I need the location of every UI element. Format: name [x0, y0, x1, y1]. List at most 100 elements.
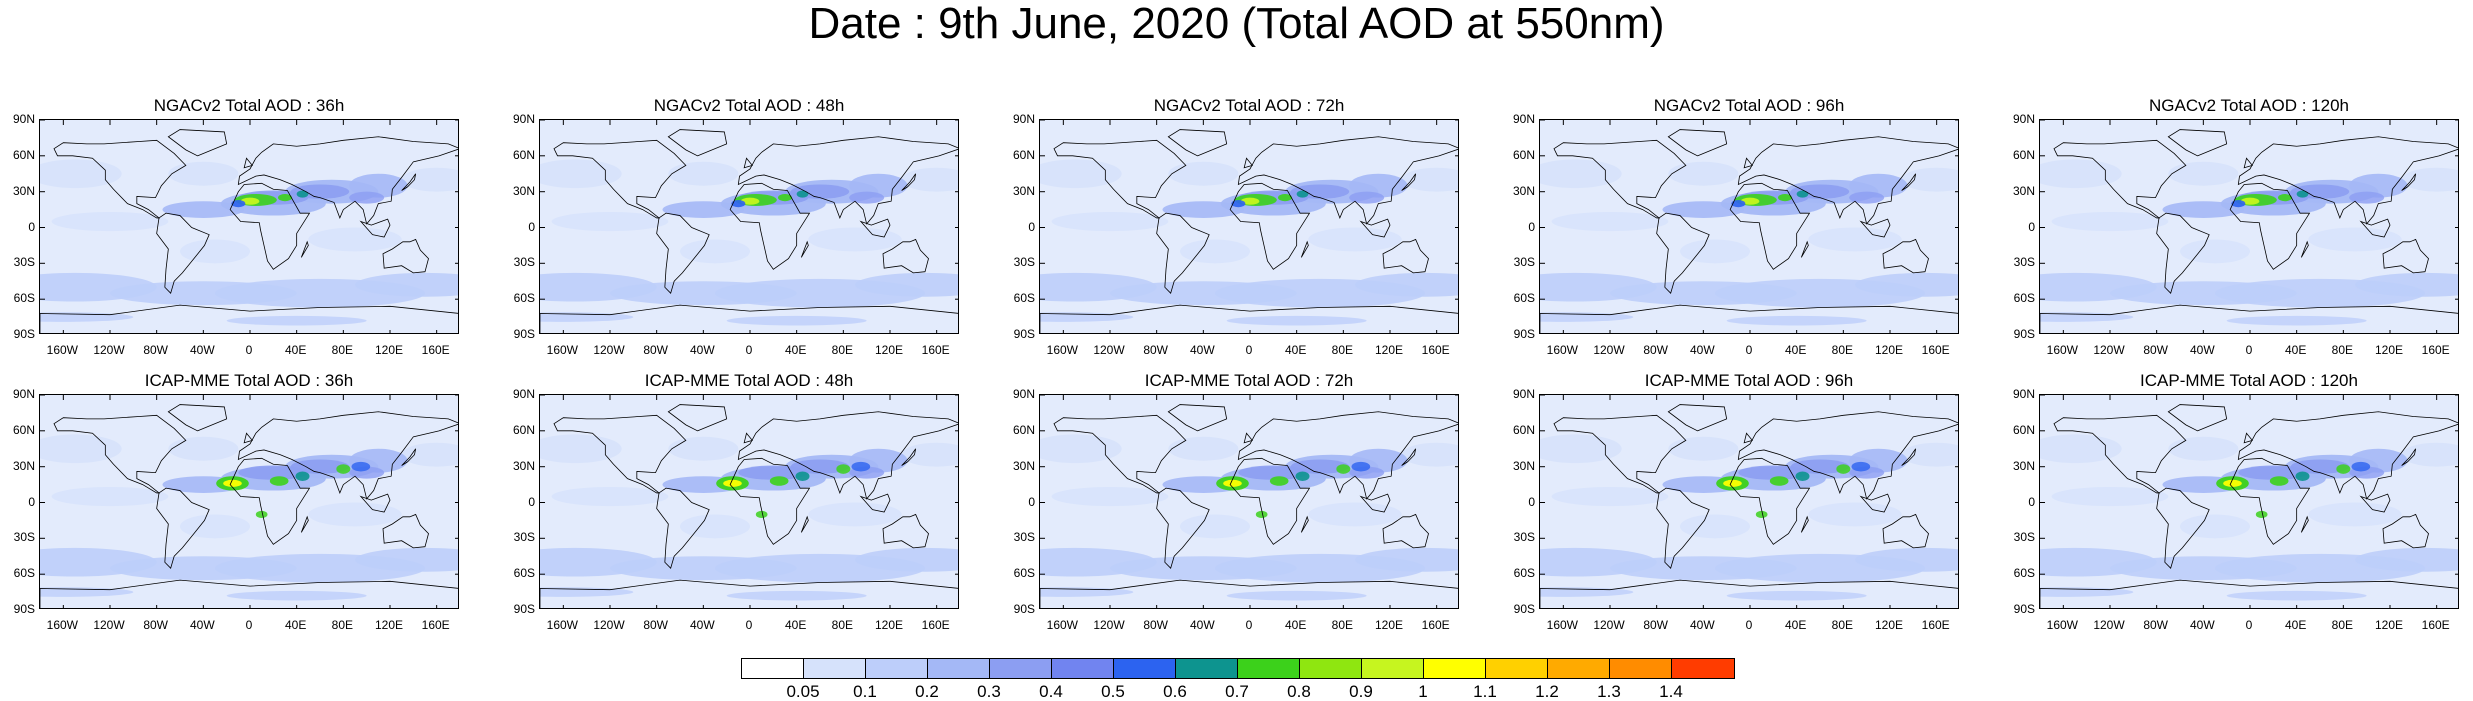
aod-field-patch — [168, 161, 239, 186]
lat-tick-label: 60N — [12, 422, 35, 437]
lon-tick-label: 80E — [331, 618, 354, 632]
lon-tick-label: 40E — [284, 343, 307, 357]
aod-field-patch — [180, 239, 250, 264]
coastline — [359, 493, 391, 513]
aod-field-patch — [755, 510, 768, 519]
coastline — [743, 157, 754, 169]
lat-tick-label: 60N — [1512, 422, 1535, 437]
lat-tick-label: 0 — [528, 219, 535, 234]
lon-tick-label: 40W — [1689, 343, 1715, 357]
coastline — [656, 212, 710, 294]
aod-field-patch — [336, 464, 351, 474]
lon-tick-label: 80W — [643, 618, 668, 632]
coastline — [1656, 212, 1710, 294]
aod-field-patch — [238, 465, 309, 480]
colorbar-label: 0.9 — [1349, 682, 1373, 701]
lon-tick-label: 120E — [874, 343, 904, 357]
coastline — [2382, 513, 2429, 549]
lon-tick-label: 160W — [2046, 618, 2079, 632]
coastline — [859, 493, 891, 513]
lon-tick-label: 40W — [2189, 343, 2215, 357]
lat-tick-label: 90N — [2012, 112, 2035, 126]
coastline — [1382, 238, 1429, 274]
lat-tick-label: 60N — [2012, 147, 2035, 162]
coastline — [1167, 404, 1228, 432]
aod-field-patch — [308, 502, 402, 527]
lon-tick-label: 160E — [921, 618, 950, 632]
aod-field-patch — [1336, 464, 1351, 474]
lon-tick-label: 80E — [1331, 618, 1354, 632]
lon-tick-label: 0 — [745, 343, 753, 357]
colorbar-label: 0.8 — [1287, 682, 1311, 701]
aod-field-patch — [1795, 471, 1810, 481]
aod-field-patch — [2295, 471, 2310, 481]
aod-field-patch — [1755, 510, 1768, 519]
coastline — [401, 173, 417, 191]
map-frame — [539, 394, 959, 609]
aod-field-patch — [2051, 486, 2169, 507]
aod-field-patch — [1269, 476, 1289, 486]
lat-tick-label: 90N — [1012, 387, 1035, 401]
coastline — [2359, 218, 2391, 238]
coastline — [1667, 404, 1728, 432]
colorbar-swatch — [804, 659, 866, 678]
coastline — [1382, 513, 1429, 549]
lat-tick-label: 60N — [1512, 147, 1535, 162]
map-frame — [1539, 394, 1959, 609]
aod-field-patch — [231, 200, 246, 208]
lon-tick-label: 160E — [921, 343, 950, 357]
aod-field-patch — [2349, 191, 2385, 204]
aod-field-patch — [255, 510, 268, 519]
lon-tick-label: 160W — [1546, 618, 1579, 632]
lon-tick-label: 0 — [745, 618, 753, 632]
aod-field-patch — [1668, 436, 1739, 461]
lon-tick-label: 160E — [1421, 343, 1450, 357]
lon-tick-label: 120W — [1093, 343, 1125, 357]
colorbar-label: 1 — [1418, 682, 1428, 701]
map-frame — [539, 119, 959, 334]
lon-tick-label: 0 — [1245, 343, 1253, 357]
figure-title: Date : 9th June, 2020 (Total AOD at 550n… — [808, 0, 1665, 48]
coastline — [167, 129, 228, 157]
coastline — [2167, 404, 2228, 432]
lon-tick-label: 160E — [421, 343, 450, 357]
coastline — [1667, 129, 1728, 157]
aod-field-patch — [51, 486, 169, 507]
coastline — [901, 448, 917, 466]
colorbar-label: 0.05 — [786, 682, 820, 701]
aod-field-patch — [295, 471, 310, 481]
coastline — [1359, 218, 1391, 238]
lon-tick-label: 80W — [2143, 343, 2168, 357]
coastline — [737, 411, 958, 500]
coastline — [2053, 414, 2187, 494]
coastline — [667, 404, 728, 432]
lon-tick-label: 160W — [46, 343, 79, 357]
lon-tick-label: 80W — [1643, 343, 1668, 357]
aod-field-patch — [1238, 465, 1309, 480]
map-panel: NGACv2 Total AOD : 96h 90N 60N 30N 0 30S 60S 90… — [1513, 97, 1959, 356]
lon-tick-label: 40E — [1784, 618, 1807, 632]
lat-tick-label: 60N — [2012, 422, 2035, 437]
panel-title: ICAP-MME Total AOD : 96h — [1644, 371, 1854, 390]
map-frame — [1039, 394, 1459, 609]
coastline — [667, 129, 728, 157]
coastline — [553, 414, 687, 494]
aod-field-patch — [1296, 190, 1309, 198]
coastline — [2229, 182, 2311, 270]
world-map — [1040, 395, 1458, 608]
lon-tick-label: 160W — [546, 343, 579, 357]
lon-tick-label: 80E — [1331, 343, 1354, 357]
coastline — [1540, 304, 1958, 333]
coastline — [243, 157, 254, 169]
coastline — [1800, 515, 1809, 533]
coastline — [859, 218, 891, 238]
coastline — [1882, 513, 1929, 549]
lon-tick-label: 80W — [1143, 343, 1168, 357]
coastline — [1359, 493, 1391, 513]
aod-field-patch — [738, 465, 809, 480]
lon-tick-label: 120E — [874, 618, 904, 632]
aod-field-patch — [731, 200, 746, 208]
aod-field-patch — [851, 461, 871, 472]
lat-tick-label: 30N — [1512, 183, 1535, 198]
coastline — [882, 238, 929, 274]
